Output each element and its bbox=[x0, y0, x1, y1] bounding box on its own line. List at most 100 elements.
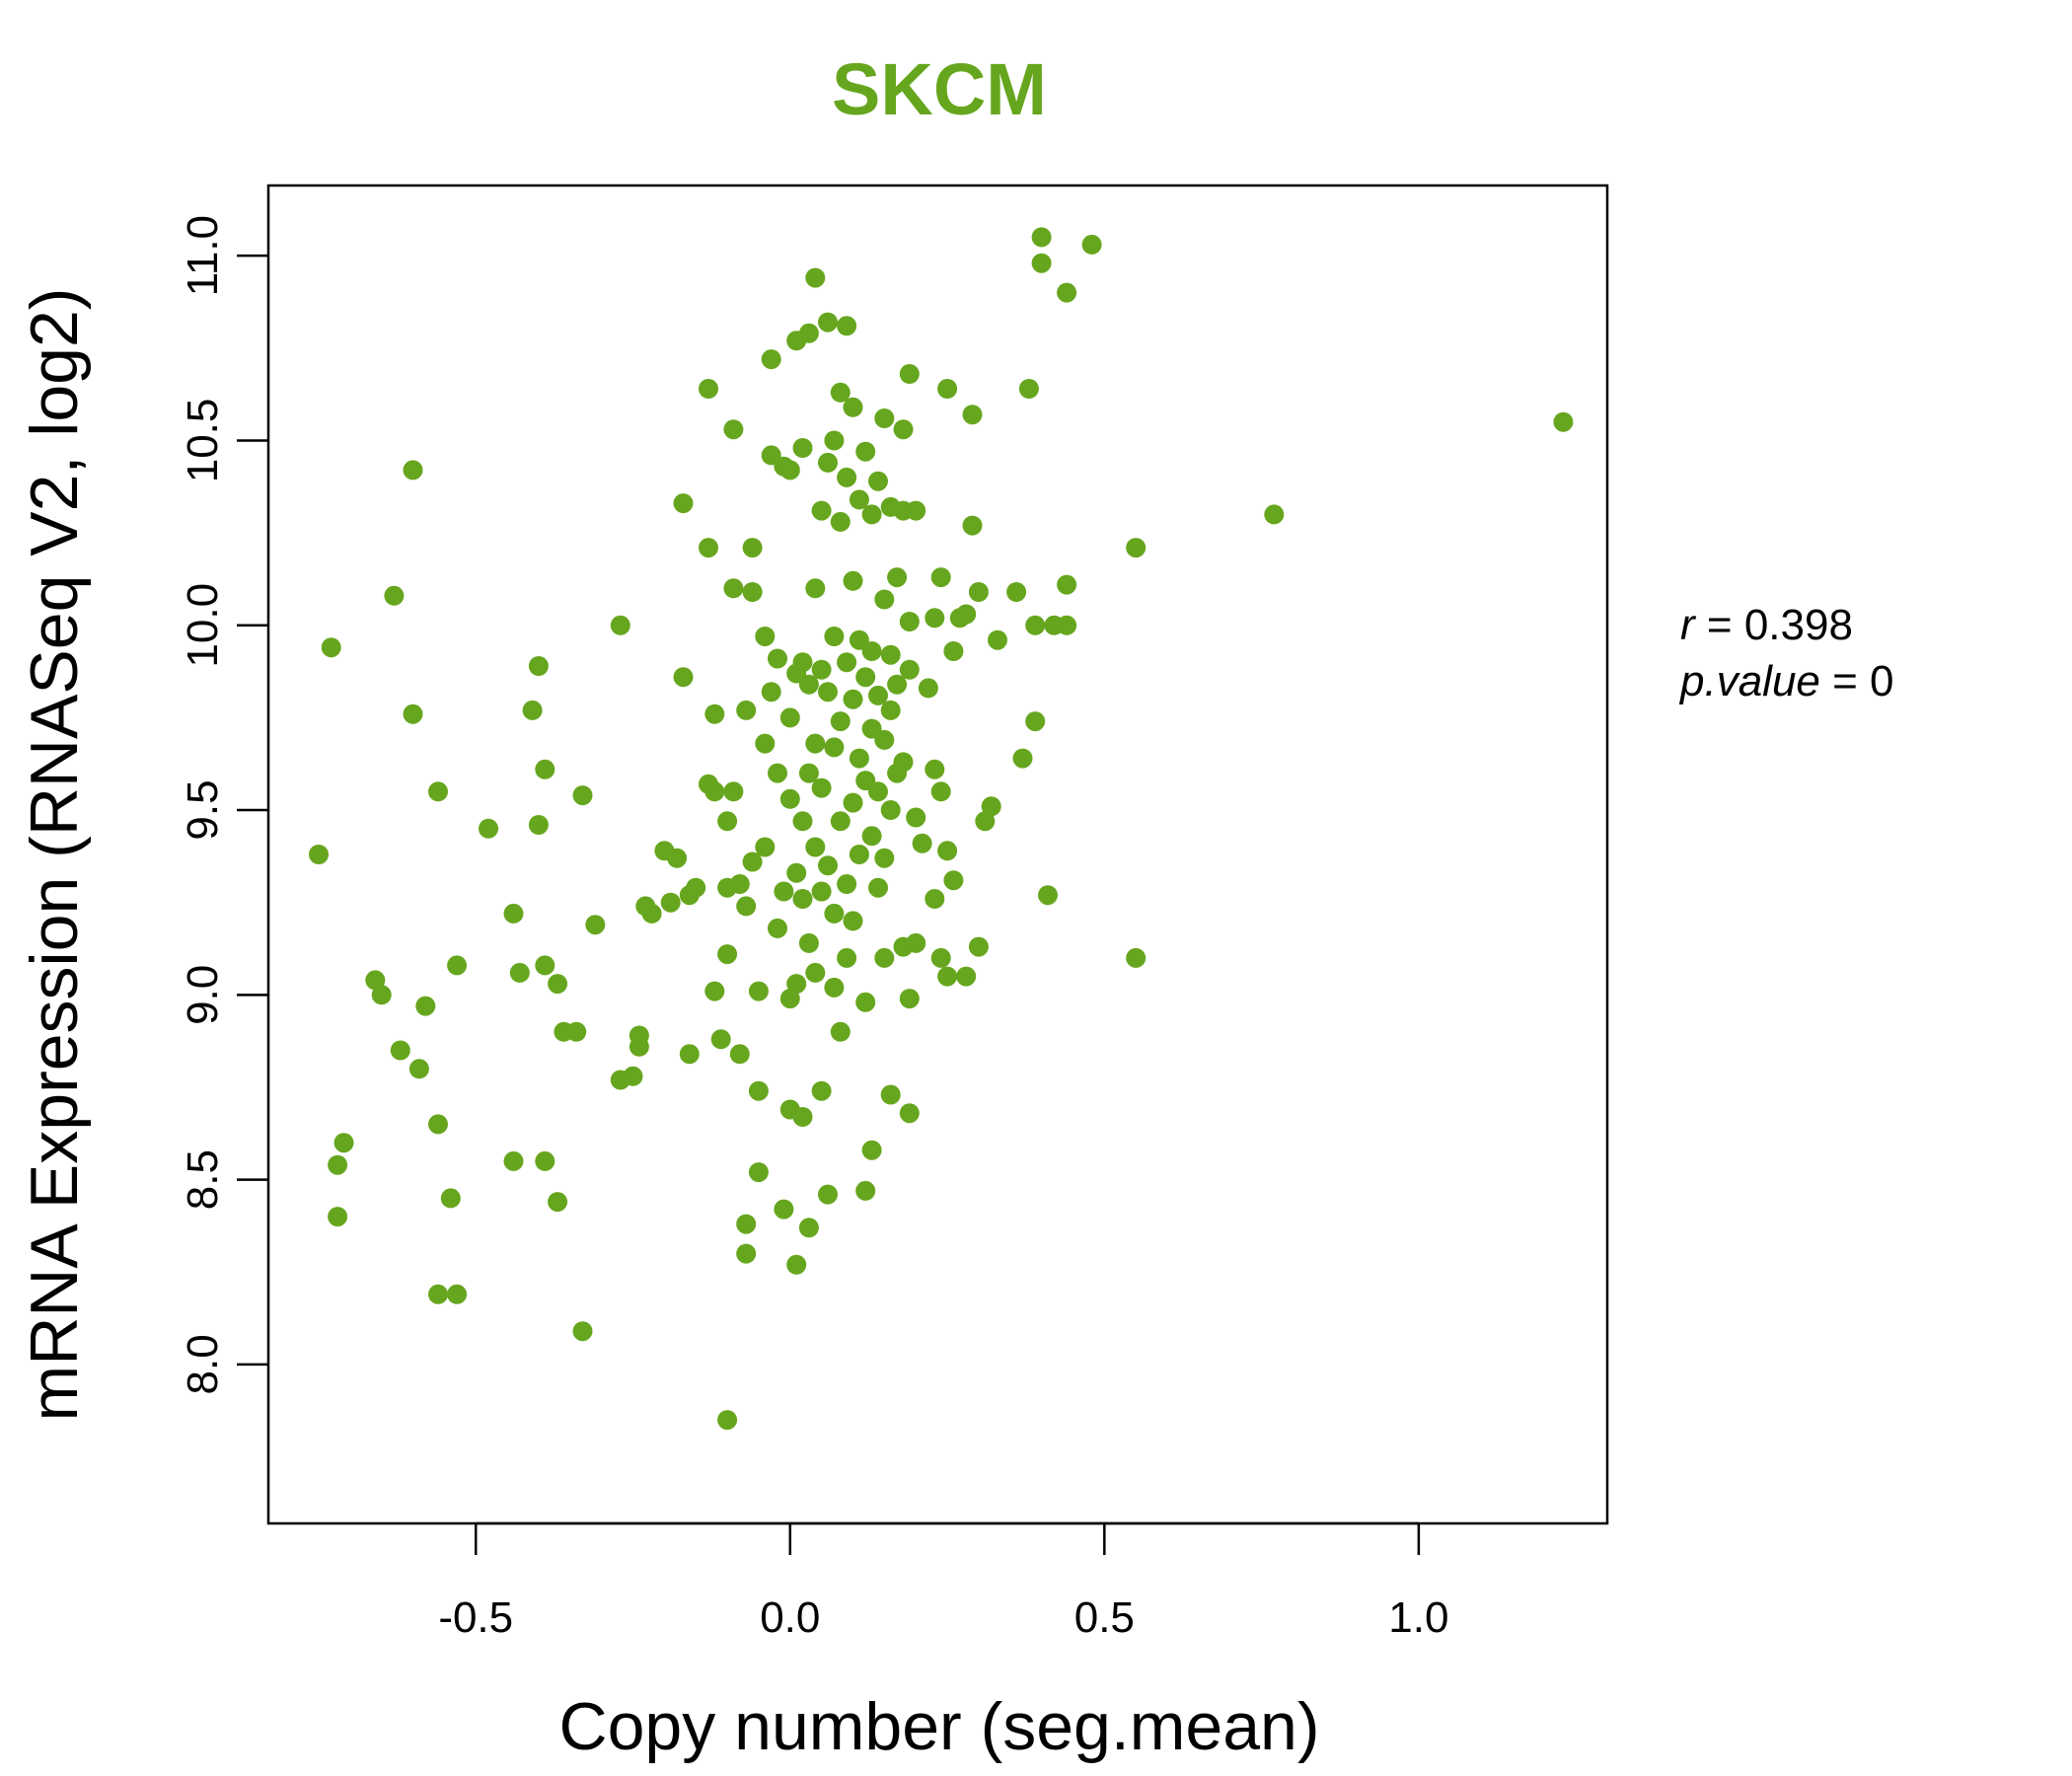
data-point-188 bbox=[918, 678, 938, 699]
data-point-33 bbox=[572, 785, 593, 806]
data-point-67 bbox=[736, 700, 757, 720]
data-point-51 bbox=[699, 538, 718, 558]
data-point-52 bbox=[699, 379, 718, 399]
data-point-124 bbox=[824, 430, 845, 451]
data-point-126 bbox=[824, 737, 845, 758]
data-point-210 bbox=[1006, 582, 1027, 602]
data-point-144 bbox=[849, 489, 869, 510]
data-point-42 bbox=[641, 903, 662, 924]
data-point-6 bbox=[371, 985, 392, 1005]
data-point-105 bbox=[798, 674, 819, 695]
x-axis: -0.5 0.0 0.5 1.0 bbox=[438, 1521, 1448, 1642]
data-point-44 bbox=[660, 892, 681, 913]
data-point-58 bbox=[717, 944, 738, 965]
data-point-201 bbox=[956, 604, 977, 625]
data-point-35 bbox=[585, 915, 606, 935]
data-point-32 bbox=[566, 1021, 587, 1042]
data-point-136 bbox=[837, 652, 857, 673]
data-point-61 bbox=[717, 1410, 738, 1431]
data-point-69 bbox=[736, 1214, 757, 1234]
data-point-211 bbox=[1012, 748, 1033, 769]
data-point-223 bbox=[1126, 538, 1147, 558]
data-point-141 bbox=[843, 689, 863, 709]
data-point-219 bbox=[1057, 615, 1077, 635]
data-point-208 bbox=[981, 796, 1001, 817]
data-point-130 bbox=[830, 511, 851, 532]
data-point-66 bbox=[729, 1044, 750, 1065]
data-point-102 bbox=[792, 889, 813, 909]
data-point-119 bbox=[818, 312, 838, 333]
data-point-149 bbox=[855, 667, 876, 688]
data-point-7 bbox=[384, 585, 405, 606]
y-tick-label: 8.0 bbox=[179, 1334, 227, 1394]
data-point-8 bbox=[390, 1040, 410, 1061]
data-point-113 bbox=[805, 962, 826, 983]
data-point-100 bbox=[792, 652, 813, 673]
data-point-217 bbox=[1038, 885, 1058, 906]
data-point-11 bbox=[408, 1059, 429, 1079]
data-point-213 bbox=[1025, 711, 1046, 732]
data-point-96 bbox=[786, 862, 807, 883]
data-point-56 bbox=[704, 703, 725, 724]
data-point-175 bbox=[893, 419, 914, 440]
data-point-104 bbox=[798, 323, 819, 343]
data-point-74 bbox=[748, 981, 769, 1001]
data-point-153 bbox=[861, 504, 882, 525]
data-point-87 bbox=[774, 881, 794, 902]
data-point-82 bbox=[761, 682, 781, 703]
y-axis-title: mRNA Expression (RNASeq V2, log2) bbox=[17, 288, 92, 1422]
data-point-157 bbox=[861, 1140, 882, 1160]
data-point-109 bbox=[805, 267, 826, 288]
data-point-163 bbox=[874, 589, 895, 610]
data-point-19 bbox=[479, 818, 498, 839]
data-point-21 bbox=[503, 1150, 524, 1171]
data-point-128 bbox=[824, 977, 845, 998]
data-point-123 bbox=[818, 1184, 838, 1205]
data-point-122 bbox=[818, 855, 838, 876]
data-point-134 bbox=[837, 316, 857, 336]
data-point-146 bbox=[849, 748, 869, 769]
correlation-annotation: r = 0.398 p.value = 0 bbox=[1678, 601, 1894, 705]
data-point-84 bbox=[768, 648, 787, 669]
r-statistic: r = 0.398 bbox=[1680, 601, 1853, 649]
data-point-184 bbox=[906, 500, 926, 521]
data-point-170 bbox=[880, 800, 901, 820]
data-point-28 bbox=[535, 1150, 555, 1171]
data-point-152 bbox=[855, 1180, 876, 1201]
data-point-45 bbox=[667, 848, 688, 868]
data-point-75 bbox=[748, 1080, 769, 1101]
data-point-225 bbox=[1264, 504, 1285, 525]
data-point-196 bbox=[937, 841, 958, 861]
data-points-layer bbox=[309, 227, 1574, 1431]
data-point-54 bbox=[704, 981, 725, 1001]
data-point-70 bbox=[736, 1243, 757, 1264]
data-point-24 bbox=[528, 656, 549, 676]
data-point-23 bbox=[522, 700, 543, 720]
data-point-97 bbox=[786, 974, 807, 995]
data-point-187 bbox=[912, 833, 932, 853]
data-point-179 bbox=[899, 364, 920, 384]
x-tick-label: 1.0 bbox=[1388, 1593, 1448, 1642]
y-tick-label: 11.0 bbox=[179, 215, 227, 296]
data-point-64 bbox=[723, 781, 744, 802]
data-point-180 bbox=[899, 612, 920, 631]
data-point-172 bbox=[887, 567, 908, 588]
data-point-14 bbox=[428, 781, 448, 802]
y-tick-label: 9.0 bbox=[179, 965, 227, 1025]
data-point-166 bbox=[874, 947, 895, 968]
data-point-88 bbox=[774, 1199, 794, 1220]
data-point-212 bbox=[1018, 379, 1039, 399]
data-point-143 bbox=[843, 911, 863, 931]
data-point-121 bbox=[818, 682, 838, 703]
data-point-186 bbox=[906, 932, 926, 953]
data-point-49 bbox=[679, 1044, 700, 1065]
data-point-110 bbox=[805, 578, 826, 599]
data-point-36 bbox=[610, 615, 630, 635]
data-point-199 bbox=[943, 870, 964, 891]
data-point-81 bbox=[761, 349, 781, 370]
data-point-138 bbox=[837, 947, 857, 968]
x-axis-title: Copy number (seg.mean) bbox=[558, 1689, 1319, 1764]
data-point-114 bbox=[811, 500, 832, 521]
data-point-108 bbox=[798, 1218, 819, 1238]
